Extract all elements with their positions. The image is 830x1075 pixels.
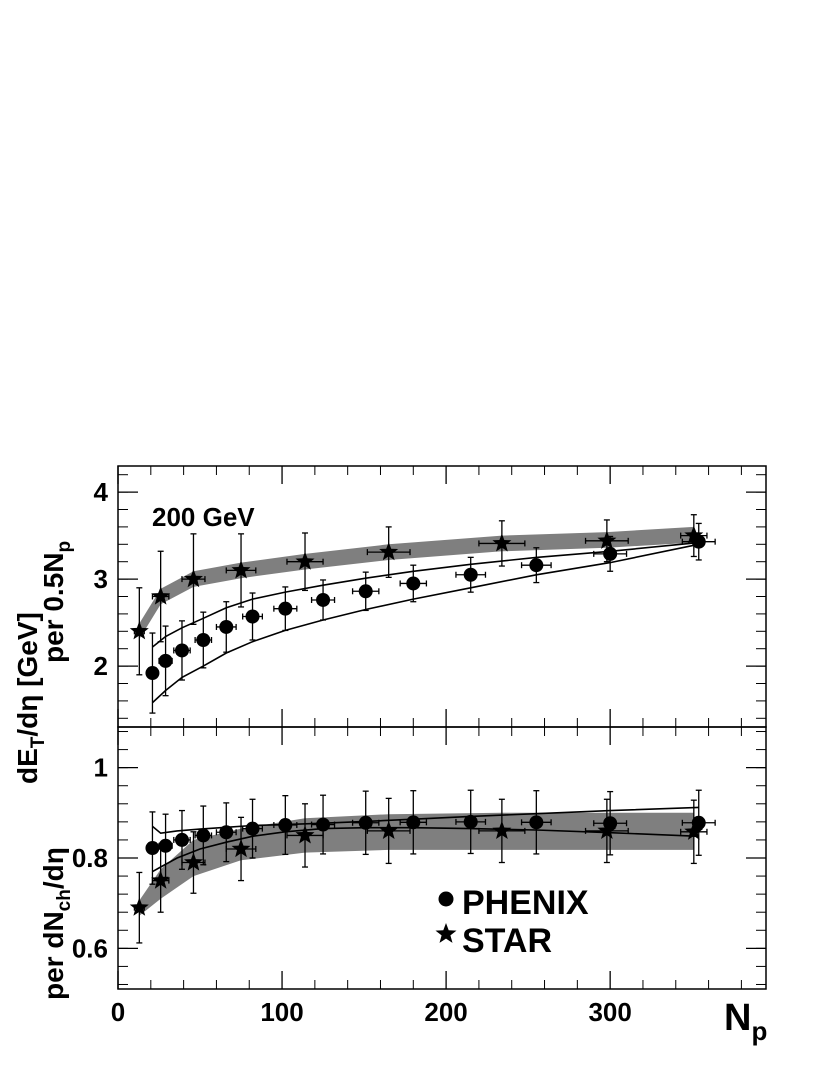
y-axis-title-primary-sub: T <box>28 736 49 748</box>
y-axis-title-per-np-sub: p <box>54 541 75 553</box>
bottom-star-point <box>151 870 171 889</box>
top-systematic-bands <box>139 526 694 640</box>
bottom-star-point <box>684 821 704 840</box>
bottom-panel: 0.6 0.8 1 0 100 200 300 <box>72 726 767 1027</box>
y-axis-title-per-dnch-main: per dN <box>38 911 69 1000</box>
y-axis-title-per-dnch: per dNch/dη <box>38 847 75 1000</box>
bottom-ytick-label: 1 <box>94 753 108 783</box>
y-axis-title-per-np: per 0.5Np <box>38 541 75 663</box>
bottom-star-point <box>379 820 399 839</box>
top-model-curves <box>151 541 699 704</box>
bottom-phenix-error-bar <box>351 790 380 856</box>
energy-annotation: 200 GeV <box>152 502 255 532</box>
bottom-star-point <box>129 897 149 916</box>
legend: PHENIX STAR <box>435 884 589 960</box>
bottom-systematic-bands <box>139 812 694 916</box>
top-ytick-label: 3 <box>94 564 108 594</box>
bottom-star-point <box>492 820 512 839</box>
top-phenix-point <box>219 619 234 634</box>
top-phenix-point <box>463 567 478 582</box>
bottom-phenix-point <box>245 821 260 836</box>
top-markers <box>129 525 706 681</box>
top-star-point <box>597 530 617 549</box>
top-star-systematic-band <box>139 526 694 640</box>
top-phenix-point <box>158 653 173 668</box>
top-star-point <box>684 525 704 544</box>
top-phenix-point <box>406 576 421 591</box>
bottom-star-point <box>295 825 315 844</box>
top-ytick-label: 2 <box>94 651 108 681</box>
legend-phenix-marker <box>438 891 454 907</box>
x-axis-title-main: N <box>724 997 751 1039</box>
bottom-phenix-point <box>463 814 478 829</box>
top-phenix-point <box>358 584 373 599</box>
top-panel: 2 3 4 200 GeV <box>94 465 767 728</box>
bottom-star-point <box>597 820 617 839</box>
y-axis-title-primary-main: dE <box>12 748 43 784</box>
top-phenix-point <box>245 609 260 624</box>
bottom-phenix-point <box>278 818 293 833</box>
x-axis-title-sub: p <box>751 1016 767 1046</box>
bottom-xtick-label: 200 <box>424 997 467 1027</box>
bottom-phenix-point <box>316 817 331 832</box>
top-star-point <box>184 569 203 588</box>
bottom-phenix-point <box>174 832 189 847</box>
x-axis-title: Np <box>724 997 767 1046</box>
bottom-axes: 0.6 0.8 1 0 100 200 300 <box>72 726 767 1027</box>
top-phenix-range-curve-1 <box>151 543 699 704</box>
bottom-star-systematic-band <box>139 812 694 916</box>
bottom-phenix-point <box>529 815 544 830</box>
bottom-phenix-point <box>406 815 421 830</box>
y-axis-title-per-np-main: per 0.5N <box>38 553 69 664</box>
bottom-star-point <box>231 839 251 858</box>
top-phenix-point <box>145 666 160 681</box>
bottom-phenix-point <box>219 825 234 840</box>
y-axis-title-primary-rest: /dη [GeV] <box>12 612 43 736</box>
y-axis-title-per-dnch-sub: ch <box>54 889 75 911</box>
top-star-point <box>295 551 315 570</box>
top-star-point <box>379 542 399 561</box>
top-phenix-range-curve-0 <box>151 541 699 648</box>
bottom-ytick-label: 0.8 <box>72 843 108 873</box>
top-ytick-label: 4 <box>94 477 109 507</box>
bottom-phenix-point <box>358 815 373 830</box>
top-phenix-point <box>316 592 331 607</box>
legend-star-marker <box>435 923 457 943</box>
top-star-point <box>151 586 171 605</box>
legend-phenix-label: PHENIX <box>462 884 589 922</box>
top-star-error-bar <box>286 532 324 592</box>
bottom-star-point <box>184 852 203 871</box>
top-phenix-point <box>278 601 293 616</box>
bottom-phenix-point <box>145 841 160 856</box>
bottom-markers <box>129 814 706 916</box>
bottom-xtick-label: 0 <box>111 997 125 1027</box>
top-phenix-point <box>603 546 618 561</box>
bottom-xtick-label: 100 <box>260 997 303 1027</box>
legend-star-label: STAR <box>462 922 552 960</box>
top-star-point <box>492 533 512 552</box>
top-star-point <box>129 621 149 640</box>
top-star-point <box>231 560 251 579</box>
bottom-phenix-range-curve-1 <box>151 806 699 835</box>
y-axis-title-primary: dET/dη [GeV] <box>12 612 49 784</box>
bottom-xtick-label: 300 <box>588 997 631 1027</box>
y-axis-title-per-dnch-rest: /dη <box>38 847 69 889</box>
bottom-phenix-point <box>196 828 211 843</box>
top-phenix-point <box>174 643 189 658</box>
bottom-phenix-point <box>158 838 173 853</box>
bottom-ytick-label: 0.6 <box>72 933 108 963</box>
top-star-error-bar <box>680 514 708 558</box>
top-phenix-point <box>196 633 211 647</box>
top-phenix-point <box>529 558 544 573</box>
